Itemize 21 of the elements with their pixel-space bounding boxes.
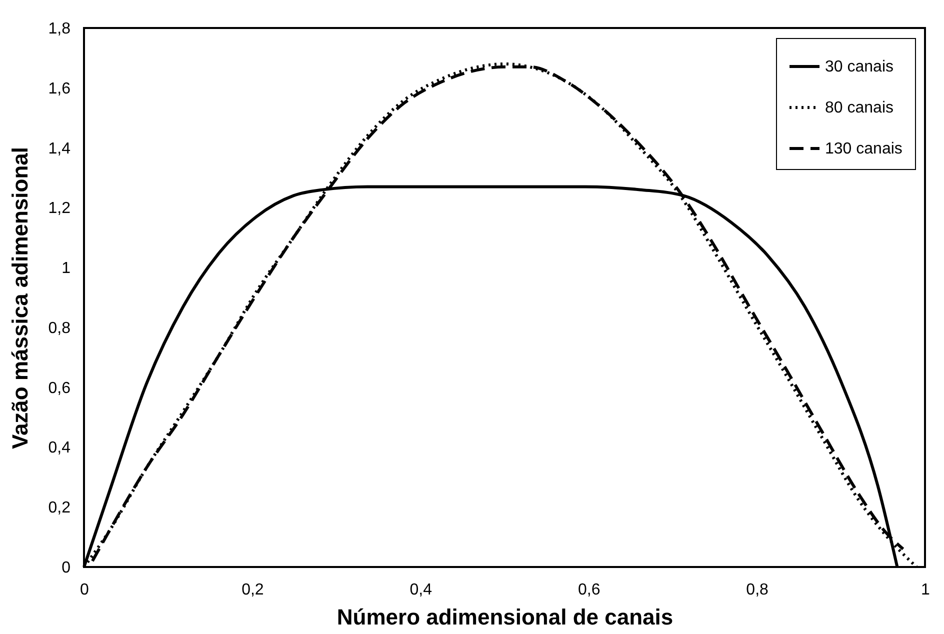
y-tick-label: 0,2 — [48, 500, 71, 517]
x-tick-label: 0 — [80, 582, 90, 598]
legend-label: 80 canais — [825, 100, 894, 116]
y-tick-label: 1 — [62, 260, 71, 278]
y-tick-label: 0,8 — [48, 320, 71, 337]
x-tick-label: 1 — [921, 582, 930, 598]
y-tick-label: 0 — [62, 560, 71, 576]
legend-label: 30 canais — [825, 58, 894, 76]
y-tick-label: 0,4 — [48, 440, 71, 457]
x-tick-label: 0,8 — [746, 582, 769, 598]
y-tick-label: 0,6 — [48, 380, 71, 397]
y-tick-label: 1,4 — [48, 140, 71, 158]
x-tick-label: 0,2 — [242, 582, 264, 598]
y-tick-label: 1,6 — [48, 80, 71, 98]
x-axis-title: Número adimensional de canais — [336, 604, 674, 630]
x-tick-label: 0,4 — [410, 582, 432, 598]
legend-label: 130 canais — [825, 140, 902, 158]
x-tick-label: 0,6 — [578, 582, 600, 598]
y-tick-label: 1,2 — [48, 200, 71, 218]
y-axis-title: Vazão mássica adimensional — [7, 146, 32, 450]
y-tick-label: 1,8 — [48, 20, 71, 38]
